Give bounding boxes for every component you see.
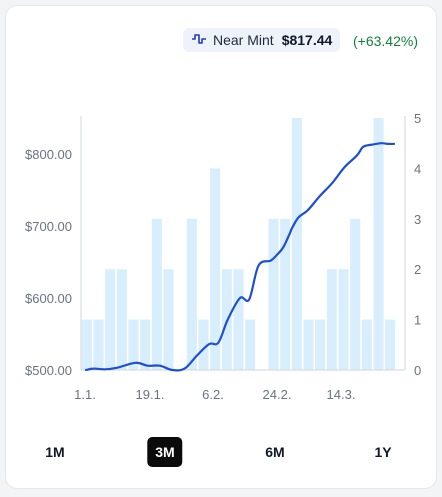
volume-bar: [163, 269, 174, 370]
volume-bar: [350, 218, 361, 370]
range-button-3m[interactable]: 3M: [147, 437, 183, 467]
volume-bar: [105, 269, 116, 370]
y-right-tick-label: 5: [414, 111, 421, 126]
y-right-tick-label: 4: [414, 161, 421, 176]
range-button-6m[interactable]: 6M: [265, 444, 285, 460]
y-left-tick-label: $700.00: [25, 219, 72, 234]
volume-bar: [233, 269, 244, 370]
volume-bar: [268, 218, 279, 370]
x-tick-label: 24.2.: [263, 387, 292, 402]
y-right-tick-label: 0: [414, 363, 421, 378]
chart-line-icon: [191, 31, 207, 50]
y-left-tick-label: $500.00: [25, 363, 72, 378]
volume-bar: [385, 319, 396, 370]
price-change: (+63.42%): [353, 33, 418, 49]
volume-bar: [128, 319, 139, 370]
condition-price-pill: Near Mint $817.44: [183, 28, 341, 52]
price-chart: $500.00 $600.00 $700.00 $800.00 0 1 2 3 4 5 1.1. 19…: [25, 111, 421, 402]
volume-bar: [186, 218, 197, 370]
volume-bar: [338, 269, 349, 370]
volume-bar: [116, 269, 127, 370]
y-left-tick-label: $600.00: [25, 291, 72, 306]
volume-bar: [291, 118, 302, 370]
volume-bar: [361, 319, 372, 370]
range-button-1m[interactable]: 1M: [45, 444, 65, 460]
x-tick-label: 14.3.: [327, 387, 356, 402]
x-tick-label: 1.1.: [74, 387, 96, 402]
volume-bar: [326, 269, 337, 370]
volume-bar: [151, 218, 162, 370]
y-right-tick-label: 2: [414, 262, 421, 277]
price-line: [84, 142, 396, 372]
volume-bar: [373, 118, 384, 370]
volume-bar: [315, 319, 326, 370]
range-button-1y[interactable]: 1Y: [374, 444, 392, 460]
y-right-tick-label: 3: [414, 212, 421, 227]
price-history-card: Near Mint $817.44 (+63.42%): [5, 5, 437, 489]
range-selector: 1M 3M 6M 1Y: [0, 437, 442, 467]
volume-bar: [93, 319, 104, 370]
volume-bar: [245, 319, 256, 370]
current-price: $817.44: [281, 32, 333, 48]
volume-bar: [81, 319, 92, 370]
volume-bar: [140, 319, 151, 370]
volume-bar: [303, 319, 314, 370]
y-left-tick-label: $800.00: [25, 147, 72, 162]
x-tick-label: 19.1.: [136, 387, 165, 402]
condition-label: Near Mint: [213, 32, 274, 48]
x-tick-label: 6.2.: [202, 387, 224, 402]
volume-bar: [280, 218, 291, 370]
y-right-tick-label: 1: [414, 313, 421, 328]
volume-bar: [198, 319, 209, 370]
volume-bar: [210, 168, 221, 370]
